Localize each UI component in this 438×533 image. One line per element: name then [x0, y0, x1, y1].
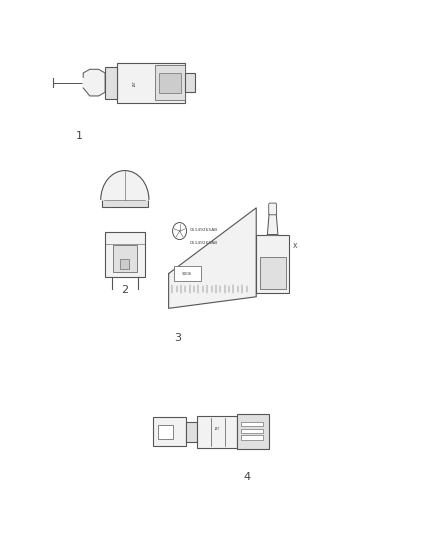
FancyBboxPatch shape	[260, 256, 286, 289]
Text: 4: 4	[244, 472, 251, 482]
FancyBboxPatch shape	[237, 415, 269, 449]
FancyBboxPatch shape	[241, 435, 263, 440]
FancyBboxPatch shape	[102, 193, 148, 206]
FancyBboxPatch shape	[197, 416, 237, 448]
FancyBboxPatch shape	[268, 203, 277, 215]
Text: 1: 1	[75, 131, 82, 141]
Polygon shape	[83, 69, 105, 96]
FancyBboxPatch shape	[117, 63, 185, 102]
Wedge shape	[101, 171, 149, 200]
Text: IAT: IAT	[132, 79, 136, 86]
Circle shape	[173, 223, 187, 240]
Text: 2: 2	[121, 286, 128, 295]
Text: 05149265AB: 05149265AB	[190, 228, 218, 231]
FancyBboxPatch shape	[155, 66, 185, 100]
FancyBboxPatch shape	[159, 72, 181, 93]
FancyBboxPatch shape	[153, 417, 186, 447]
FancyBboxPatch shape	[256, 235, 289, 293]
FancyBboxPatch shape	[120, 259, 129, 269]
Text: 3: 3	[174, 334, 181, 343]
FancyBboxPatch shape	[174, 266, 201, 281]
Text: x: x	[293, 241, 297, 250]
FancyBboxPatch shape	[105, 67, 117, 99]
FancyBboxPatch shape	[241, 429, 263, 433]
Polygon shape	[169, 208, 256, 308]
Text: 9006: 9006	[182, 272, 193, 276]
Text: 05149265AB: 05149265AB	[190, 240, 218, 245]
FancyBboxPatch shape	[186, 422, 197, 442]
FancyBboxPatch shape	[241, 422, 263, 426]
FancyBboxPatch shape	[105, 232, 145, 277]
FancyBboxPatch shape	[185, 73, 195, 92]
FancyBboxPatch shape	[158, 425, 173, 439]
Polygon shape	[267, 213, 278, 235]
FancyBboxPatch shape	[113, 245, 137, 272]
Text: IAT: IAT	[214, 427, 219, 431]
